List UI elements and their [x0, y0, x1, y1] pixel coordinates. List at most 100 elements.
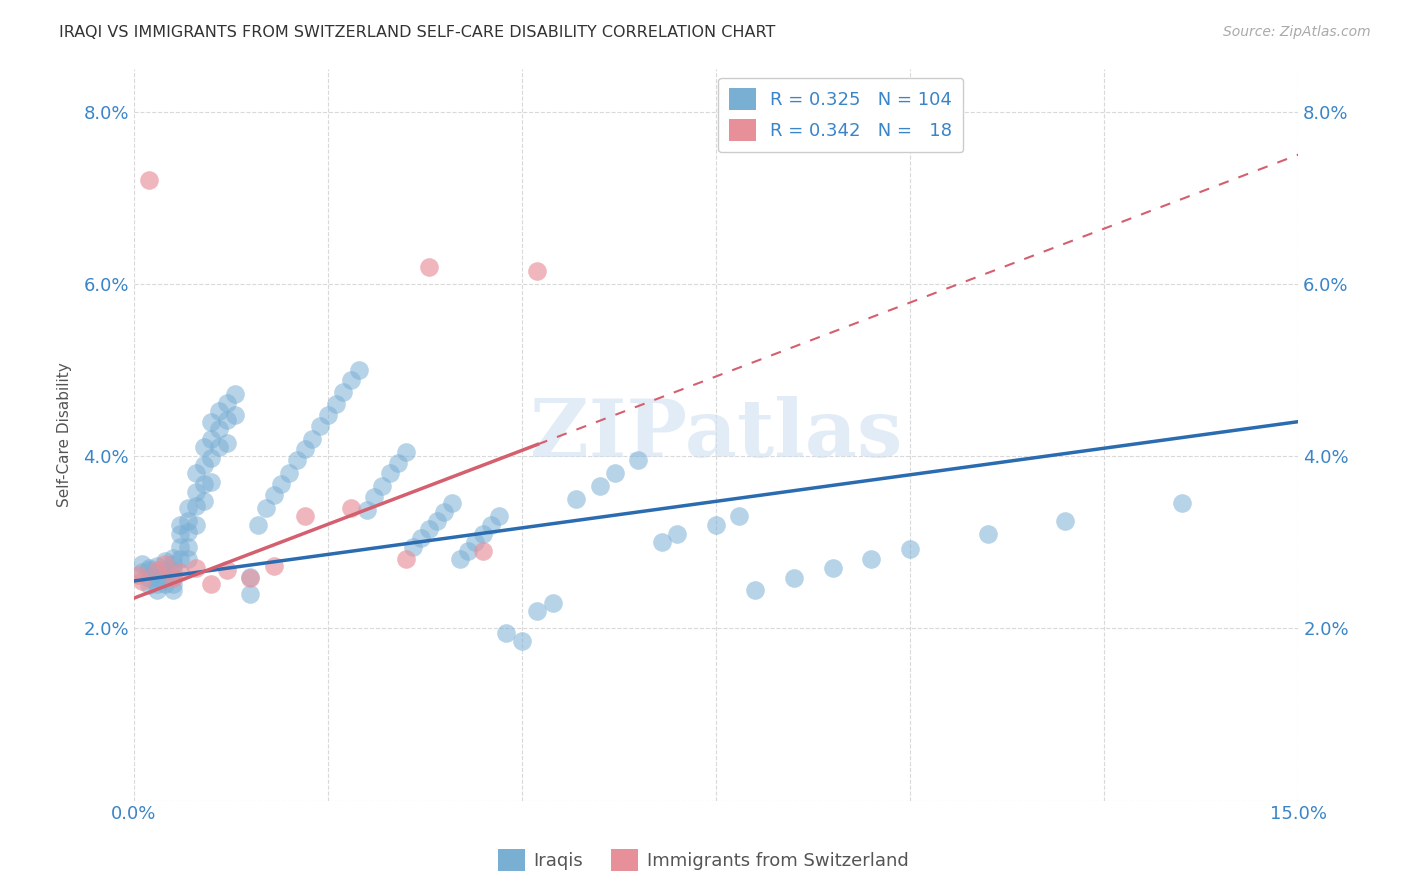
Point — [479, 518, 502, 533]
Point — [200, 475, 222, 489]
Point — [418, 260, 440, 274]
Point — [340, 500, 363, 515]
Point — [153, 576, 176, 591]
Point — [146, 571, 169, 585]
Point — [138, 571, 160, 585]
Point — [177, 524, 200, 539]
Point — [309, 419, 332, 434]
Point — [239, 570, 262, 584]
Point — [254, 500, 277, 515]
Point — [285, 453, 308, 467]
Point — [184, 518, 207, 533]
Point — [153, 568, 176, 582]
Point — [162, 550, 184, 565]
Point — [347, 363, 370, 377]
Point — [184, 485, 207, 500]
Point — [193, 458, 215, 472]
Point — [402, 540, 425, 554]
Point — [169, 566, 191, 580]
Point — [138, 561, 160, 575]
Point — [177, 552, 200, 566]
Text: IRAQI VS IMMIGRANTS FROM SWITZERLAND SELF-CARE DISABILITY CORRELATION CHART: IRAQI VS IMMIGRANTS FROM SWITZERLAND SEL… — [59, 25, 776, 40]
Point — [278, 467, 301, 481]
Point — [215, 563, 238, 577]
Point — [200, 415, 222, 429]
Point — [127, 568, 149, 582]
Point — [162, 570, 184, 584]
Point — [270, 476, 292, 491]
Point — [325, 397, 347, 411]
Point — [441, 496, 464, 510]
Point — [316, 408, 339, 422]
Point — [153, 554, 176, 568]
Point — [301, 432, 323, 446]
Y-axis label: Self-Care Disability: Self-Care Disability — [58, 362, 72, 507]
Legend: Iraqis, Immigrants from Switzerland: Iraqis, Immigrants from Switzerland — [491, 842, 915, 879]
Point — [138, 563, 160, 577]
Point — [224, 408, 246, 422]
Point — [162, 557, 184, 571]
Point — [387, 456, 409, 470]
Point — [821, 561, 844, 575]
Point — [200, 432, 222, 446]
Point — [146, 559, 169, 574]
Point — [239, 571, 262, 585]
Point — [728, 509, 751, 524]
Point — [356, 502, 378, 516]
Point — [526, 264, 548, 278]
Point — [472, 526, 495, 541]
Point — [246, 518, 269, 533]
Point — [1054, 514, 1077, 528]
Point — [378, 467, 401, 481]
Legend: R = 0.325   N = 104, R = 0.342   N =   18: R = 0.325 N = 104, R = 0.342 N = 18 — [718, 78, 963, 153]
Point — [449, 552, 471, 566]
Point — [184, 467, 207, 481]
Point — [332, 384, 354, 399]
Point — [177, 500, 200, 515]
Point — [215, 436, 238, 450]
Point — [215, 413, 238, 427]
Point — [153, 557, 176, 571]
Point — [495, 625, 517, 640]
Point — [977, 526, 1000, 541]
Point — [510, 634, 533, 648]
Point — [131, 557, 153, 571]
Point — [162, 576, 184, 591]
Point — [371, 479, 394, 493]
Point — [526, 604, 548, 618]
Point — [208, 441, 231, 455]
Point — [138, 578, 160, 592]
Point — [138, 173, 160, 187]
Point — [744, 582, 766, 597]
Point — [169, 540, 191, 554]
Point — [146, 566, 169, 580]
Point — [541, 595, 564, 609]
Point — [425, 514, 447, 528]
Point — [193, 494, 215, 508]
Point — [193, 476, 215, 491]
Point — [588, 479, 610, 493]
Point — [409, 531, 432, 545]
Point — [169, 518, 191, 533]
Point — [651, 535, 673, 549]
Point — [215, 395, 238, 409]
Point — [263, 559, 285, 574]
Point — [162, 563, 184, 577]
Point — [472, 544, 495, 558]
Point — [783, 571, 806, 585]
Point — [200, 576, 222, 591]
Point — [208, 421, 231, 435]
Point — [146, 563, 169, 577]
Point — [263, 488, 285, 502]
Point — [666, 526, 689, 541]
Point — [224, 387, 246, 401]
Point — [627, 453, 650, 467]
Point — [294, 442, 316, 457]
Point — [605, 467, 627, 481]
Point — [153, 563, 176, 577]
Point — [457, 544, 479, 558]
Point — [488, 509, 510, 524]
Point — [131, 566, 153, 580]
Point — [131, 574, 153, 588]
Point — [177, 514, 200, 528]
